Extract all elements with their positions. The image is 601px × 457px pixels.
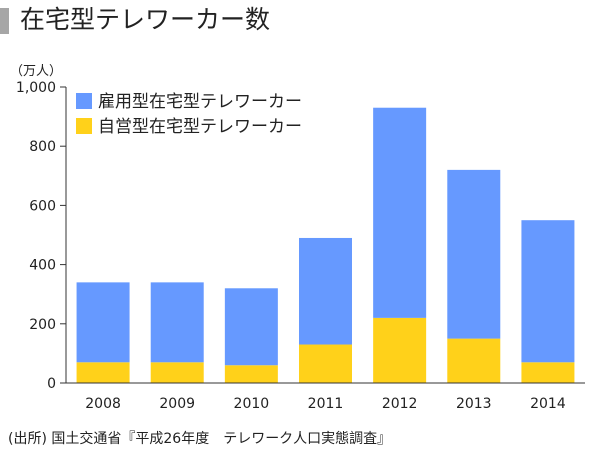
bar-employed-2009	[150, 282, 204, 363]
y-tick-label: 400	[29, 258, 56, 274]
y-tick-label: 800	[29, 139, 56, 155]
bar-self-employed-2009	[150, 362, 204, 383]
bar-employed-2010	[224, 288, 278, 366]
title-accent-bar	[0, 8, 9, 34]
bars-group	[76, 107, 575, 383]
bar-employed-2011	[299, 237, 352, 345]
x-tick-label: 2011	[308, 396, 344, 412]
bar-employed-2008	[76, 282, 130, 363]
bar-self-employed-2010	[224, 365, 278, 383]
legend-label: 自営型在宅型テレワーカー	[98, 117, 302, 137]
bar-self-employed-2011	[299, 344, 352, 383]
y-tick-label: 0	[47, 376, 56, 392]
source-note: (出所) 国土交通省『平成26年度 テレワーク人口実態調査』	[8, 431, 392, 447]
x-tick-label: 2009	[159, 396, 195, 412]
bar-self-employed-2012	[373, 317, 427, 383]
y-tick-label: 200	[29, 317, 56, 333]
bar-employed-2012	[373, 107, 427, 318]
axes-group: 2008 2009 2010 2011 2012 2013 2014 0 200 400 600 80…	[16, 80, 585, 412]
y-tick-label: 600	[29, 198, 56, 214]
x-tick-label: 2012	[382, 396, 418, 412]
chart-title: 在宅型テレワーカー数	[20, 5, 271, 34]
legend-label: 雇用型在宅型テレワーカー	[98, 92, 302, 112]
x-tick-label: 2013	[456, 396, 492, 412]
x-tick-label: 2008	[85, 396, 121, 412]
y-axis-unit-label: （万人）	[10, 64, 63, 79]
y-tick-label: 1,000	[16, 80, 56, 96]
legend-swatch-self-employed	[76, 118, 92, 134]
bar-employed-2013	[447, 169, 501, 339]
x-tick-label: 2014	[530, 396, 566, 412]
bar-self-employed-2008	[76, 362, 130, 383]
bar-self-employed-2014	[521, 362, 575, 383]
bar-self-employed-2013	[447, 338, 501, 383]
bar-employed-2014	[521, 220, 575, 363]
x-tick-label: 2010	[234, 396, 270, 412]
legend-swatch-employed	[76, 93, 92, 109]
